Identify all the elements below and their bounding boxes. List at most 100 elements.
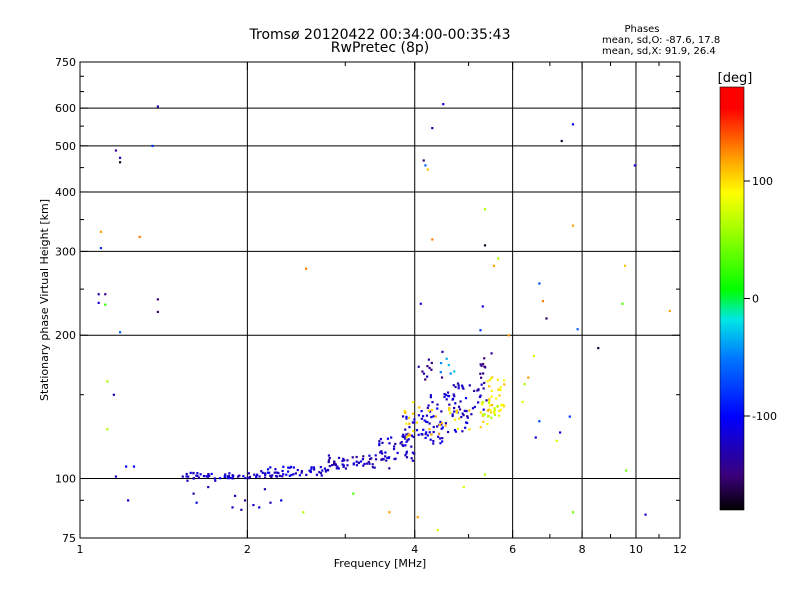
data-point [412, 400, 415, 404]
data-point [458, 417, 461, 420]
x-axis-label: Frequency [MHz] [334, 557, 426, 570]
data-point [393, 457, 396, 461]
data-point [226, 476, 230, 480]
data-point [490, 395, 493, 398]
data-point [438, 432, 441, 435]
data-point [476, 389, 479, 392]
data-point [315, 473, 319, 476]
data-point [436, 425, 439, 428]
data-point [328, 465, 331, 468]
colorbar-tick-label: 0 [752, 293, 759, 306]
data-point [461, 412, 464, 415]
data-point [483, 413, 486, 416]
data-point [464, 421, 468, 424]
data-point [300, 471, 303, 474]
data-point [436, 528, 439, 532]
data-point [403, 435, 407, 438]
data-point [429, 438, 432, 441]
data-point [501, 403, 505, 406]
data-point [625, 469, 628, 472]
data-point [206, 475, 209, 478]
data-point [452, 384, 455, 387]
data-point [309, 470, 312, 473]
data-point [417, 433, 420, 436]
data-point [381, 457, 384, 461]
data-point [378, 440, 381, 443]
data-point [208, 474, 211, 478]
data-point [440, 427, 443, 430]
data-point [623, 264, 627, 267]
data-point [477, 388, 480, 391]
data-point [400, 440, 403, 444]
data-point [275, 471, 278, 474]
data-point [443, 395, 446, 398]
data-point [197, 476, 201, 479]
data-point [449, 372, 452, 375]
data-point [405, 417, 408, 420]
data-point [453, 395, 456, 398]
data-point [503, 383, 506, 386]
data-point [490, 389, 493, 392]
data-point [534, 436, 537, 439]
data-point [481, 413, 484, 417]
data-point [420, 409, 423, 413]
data-point [114, 475, 118, 478]
data-point [496, 405, 499, 408]
data-point [365, 462, 369, 465]
data-point [462, 387, 465, 390]
data-point [411, 451, 414, 454]
data-point [470, 413, 473, 416]
data-point [396, 451, 399, 455]
data-point [106, 380, 109, 383]
data-point [498, 409, 501, 413]
data-point [452, 393, 455, 396]
data-point [278, 474, 281, 478]
data-point [445, 357, 448, 360]
data-point [455, 411, 458, 414]
data-point [428, 366, 431, 370]
data-point [479, 363, 482, 366]
data-point [480, 383, 483, 386]
data-point [156, 298, 159, 301]
data-point [466, 416, 469, 419]
data-point [489, 411, 493, 414]
data-point [342, 464, 345, 467]
data-point [192, 492, 195, 495]
data-point [344, 467, 348, 470]
data-point [479, 394, 482, 397]
data-point [571, 224, 575, 227]
data-point [118, 331, 122, 334]
data-point [277, 471, 280, 475]
data-point [425, 431, 428, 434]
data-point [555, 439, 558, 443]
data-point [189, 471, 192, 474]
data-point [404, 454, 407, 457]
data-point [431, 401, 434, 404]
data-point [233, 494, 237, 497]
data-point [434, 415, 437, 418]
data-point [275, 474, 278, 478]
data-point [462, 414, 465, 417]
data-point [401, 443, 404, 447]
data-point [488, 399, 491, 403]
data-point [195, 501, 198, 504]
data-point [231, 506, 234, 509]
data-point [244, 477, 247, 480]
data-point [488, 404, 491, 407]
data-point [439, 420, 442, 423]
data-point [498, 414, 501, 417]
data-point [380, 458, 383, 461]
data-point [205, 475, 208, 478]
data-point [423, 419, 426, 422]
data-point [388, 467, 391, 470]
data-point [192, 477, 195, 480]
data-point [463, 409, 466, 412]
x-tick-label: 12 [673, 543, 687, 556]
data-point [432, 430, 435, 434]
data-point [502, 379, 506, 382]
data-point [266, 468, 270, 471]
data-point [493, 413, 497, 416]
data-point [342, 457, 345, 461]
data-point [327, 454, 331, 457]
data-point [403, 409, 406, 413]
